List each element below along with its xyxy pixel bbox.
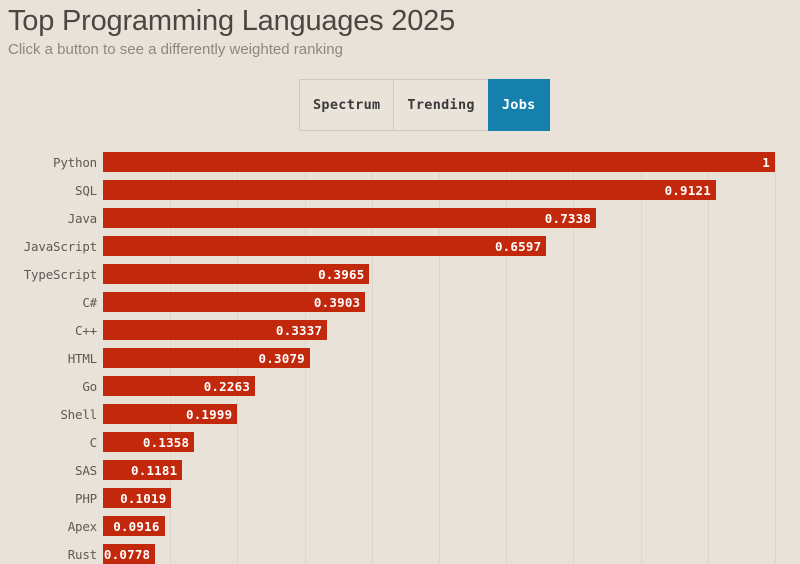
bar[interactable]: 0.1358 <box>103 432 195 452</box>
bar-label: Python <box>53 154 97 170</box>
bar-value: 0.0778 <box>103 546 151 562</box>
page-subtitle: Click a button to see a differently weig… <box>8 41 343 58</box>
bar-track: 0.3337 <box>103 316 800 344</box>
bar-label: Rust <box>67 546 98 562</box>
bar[interactable]: 0.3903 <box>103 292 366 312</box>
bar-label: Apex <box>67 518 98 534</box>
bar-value: 0.3337 <box>275 322 323 338</box>
bar[interactable]: 0.9121 <box>103 180 716 200</box>
bar-track: 0.7338 <box>103 204 800 232</box>
bar-label: SQL <box>75 182 97 198</box>
bar[interactable]: 0.1181 <box>103 460 183 480</box>
tab-spectrum[interactable]: Spectrum <box>299 79 394 131</box>
bar-value: 0.9121 <box>664 182 711 198</box>
bar-track: 0.3079 <box>103 344 800 372</box>
bar-value: 0.2263 <box>203 378 251 394</box>
tab-trending[interactable]: Trending <box>393 79 488 131</box>
bar[interactable]: 0.0916 <box>103 516 165 536</box>
bar-track: 0.0778 <box>103 540 800 564</box>
tab-label: Trending <box>407 97 475 113</box>
bar-value: 0.0916 <box>113 518 160 534</box>
bar-track: 0.0916 <box>103 512 800 540</box>
page-title: Top Programming Languages 2025 <box>8 5 456 37</box>
bar-track: 1 <box>103 148 800 176</box>
bar-label: C <box>89 434 98 450</box>
bar-value: 0.1999 <box>185 406 233 422</box>
bar-label: HTML <box>67 350 98 366</box>
bar-row[interactable]: PHP 0.1019 <box>0 484 800 512</box>
bar-row[interactable]: Go 0.2263 <box>0 372 800 400</box>
bar-track: 0.1181 <box>103 456 800 484</box>
bar-track: 0.1999 <box>103 400 800 428</box>
bar-label: C++ <box>75 322 97 338</box>
bar-row[interactable]: Shell 0.1999 <box>0 400 800 428</box>
bar-track: 0.6597 <box>103 232 800 260</box>
bar-track: 0.2263 <box>103 372 800 400</box>
bar-value: 0.1019 <box>120 490 167 506</box>
header: Top Programming Languages 2025 Click a b… <box>0 0 800 61</box>
bar[interactable]: 0.0778 <box>103 544 156 564</box>
bar-row[interactable]: Apex 0.0916 <box>0 512 800 540</box>
bar[interactable]: 0.3337 <box>103 320 328 340</box>
bar[interactable]: 0.1019 <box>103 488 172 508</box>
bar[interactable]: 0.2263 <box>103 376 256 396</box>
bar-track: 0.3965 <box>103 260 800 288</box>
bar[interactable]: 0.3965 <box>103 264 370 284</box>
bar-row[interactable]: SAS 0.1181 <box>0 456 800 484</box>
bar-value: 0.3965 <box>318 266 365 282</box>
bar[interactable]: 1 <box>103 152 775 172</box>
bar-label: Java <box>67 210 98 226</box>
bar-value: 0.6597 <box>494 238 542 254</box>
bar-row[interactable]: C++ 0.3337 <box>0 316 800 344</box>
bar-label: PHP <box>75 490 97 506</box>
bar-rows: Python 1 SQL 0.9121 Java 0.7338 JavaScript 0.65… <box>0 148 800 564</box>
bar-row[interactable]: HTML 0.3079 <box>0 344 800 372</box>
bar-label: JavaScript <box>23 238 97 254</box>
bar[interactable]: 0.3079 <box>103 348 310 368</box>
tab-label: Spectrum <box>313 97 381 113</box>
bar-value: 1 <box>762 154 770 170</box>
bar-chart: Python 1 SQL 0.9121 Java 0.7338 JavaScript 0.65… <box>0 148 800 564</box>
bar-label: TypeScript <box>23 266 97 282</box>
bar-label: Go <box>82 378 97 394</box>
bar-track: 0.3903 <box>103 288 800 316</box>
bar-track: 0.1019 <box>103 484 800 512</box>
bar-label: Shell <box>60 406 97 422</box>
bar-row[interactable]: C 0.1358 <box>0 428 800 456</box>
bar-row[interactable]: JavaScript 0.6597 <box>0 232 800 260</box>
bar-value: 0.1181 <box>131 462 178 478</box>
bar-row[interactable]: Java 0.7338 <box>0 204 800 232</box>
bar-row[interactable]: SQL 0.9121 <box>0 176 800 204</box>
tab-label: Jobs <box>501 97 536 113</box>
bar-row[interactable]: Python 1 <box>0 148 800 176</box>
bar-value: 0.3903 <box>313 294 361 310</box>
bar[interactable]: 0.1999 <box>103 404 238 424</box>
ranking-tab-group: Spectrum Trending Jobs <box>299 79 550 131</box>
bar-row[interactable]: Rust 0.0778 <box>0 540 800 564</box>
tab-jobs[interactable]: Jobs <box>487 79 550 131</box>
bar[interactable]: 0.6597 <box>103 236 547 256</box>
bar-label: C# <box>82 294 97 310</box>
bar-value: 0.1358 <box>142 434 190 450</box>
bar-row[interactable]: TypeScript 0.3965 <box>0 260 800 288</box>
bar-track: 0.9121 <box>103 176 800 204</box>
bar-row[interactable]: C# 0.3903 <box>0 288 800 316</box>
bar-value: 0.3079 <box>258 350 305 366</box>
bar-track: 0.1358 <box>103 428 800 456</box>
bar-label: SAS <box>75 462 97 478</box>
bar-value: 0.7338 <box>544 210 592 226</box>
bar[interactable]: 0.7338 <box>103 208 597 228</box>
